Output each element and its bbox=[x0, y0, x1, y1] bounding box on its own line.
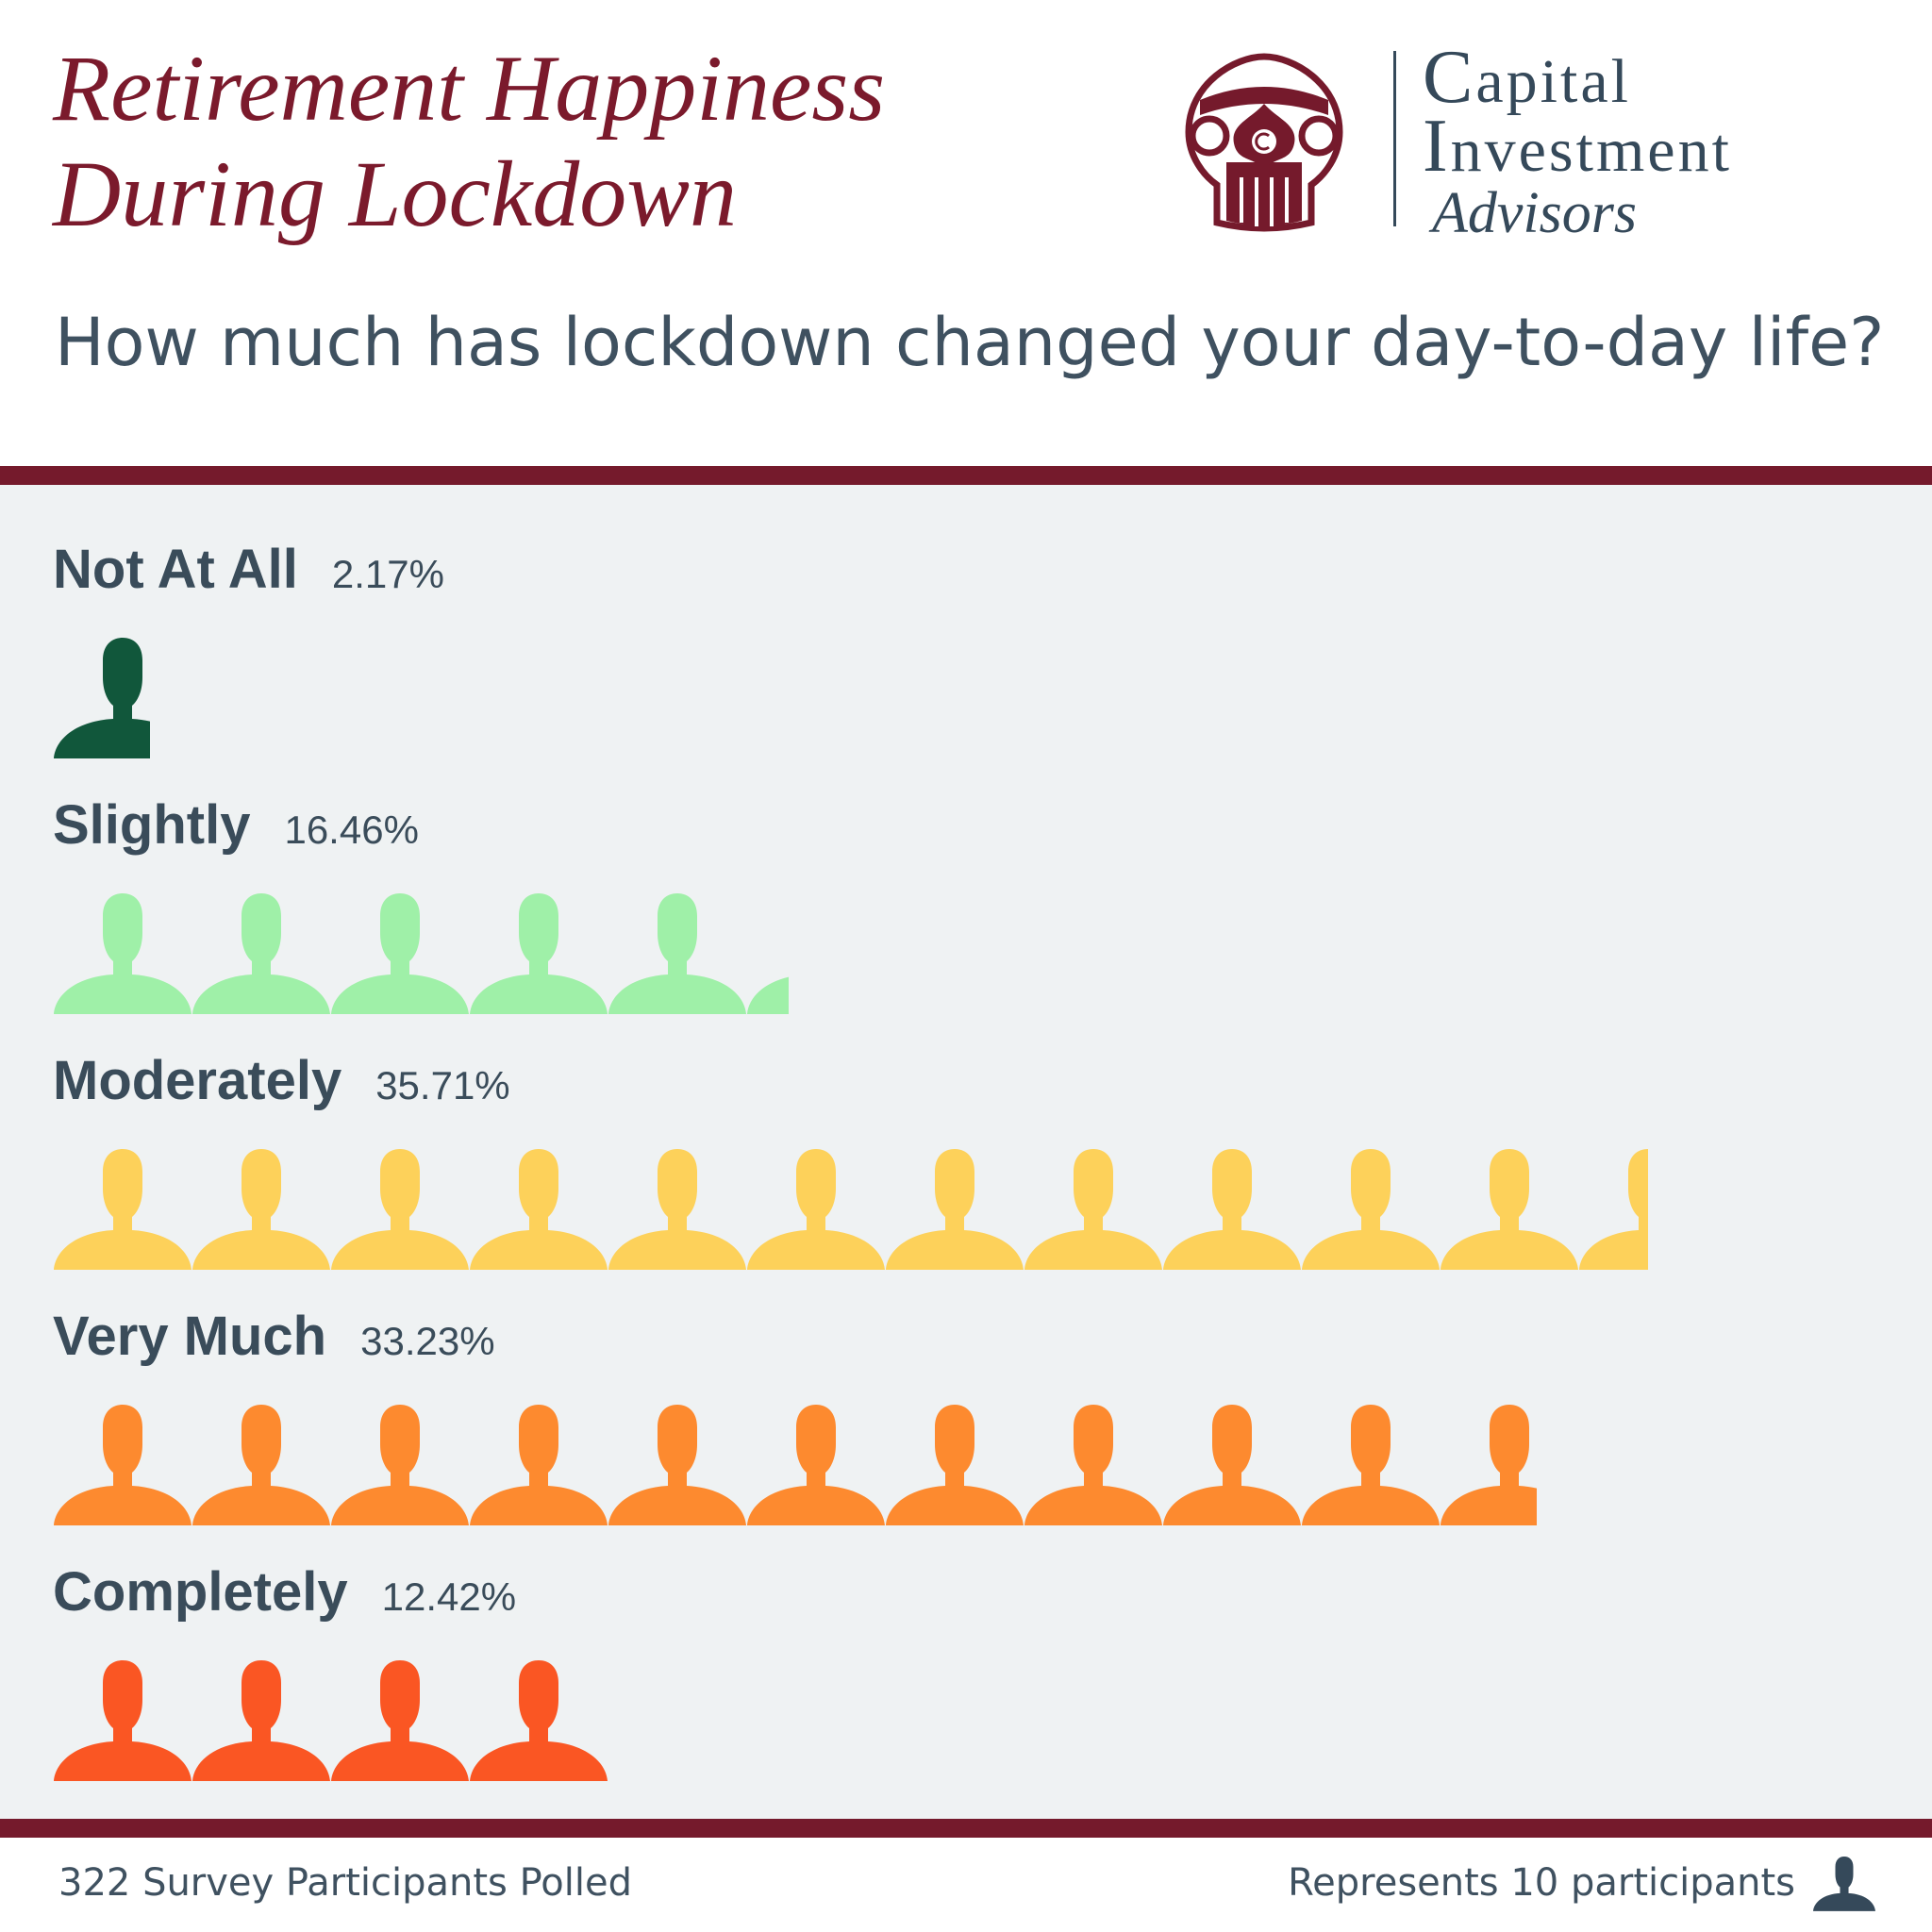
person-icon bbox=[331, 893, 469, 1014]
icon-strip-svg bbox=[54, 1660, 608, 1781]
partial-person-icon bbox=[54, 638, 150, 758]
brand-name-line-2: Investment bbox=[1423, 105, 1732, 188]
partial-person-icon bbox=[470, 1660, 608, 1781]
person-icon bbox=[1163, 1405, 1301, 1525]
icon-strip-moderately bbox=[54, 1145, 1648, 1274]
person-icon bbox=[331, 1149, 469, 1270]
partial-person-icon bbox=[747, 976, 789, 1014]
category-value-label: 2.17% bbox=[331, 552, 444, 596]
person-icon bbox=[608, 1405, 746, 1525]
category-label: Completely bbox=[53, 1561, 348, 1623]
person-icon bbox=[54, 893, 192, 1014]
person-icon bbox=[1441, 1149, 1578, 1270]
icon-strip-not-at-all bbox=[54, 634, 150, 762]
chart-subtitle: How much has lockdown changed your day-t… bbox=[55, 304, 1885, 381]
person-icon bbox=[470, 1149, 608, 1270]
person-icon bbox=[54, 1660, 192, 1781]
icon-strip-completely bbox=[54, 1657, 608, 1785]
chart-title-line-2: During Lockdown bbox=[53, 142, 737, 246]
icon-strip-very-much bbox=[54, 1401, 1537, 1529]
person-icon bbox=[747, 1149, 885, 1270]
person-icon bbox=[1302, 1405, 1440, 1525]
icon-strip-svg bbox=[54, 893, 789, 1014]
person-icon bbox=[331, 1660, 469, 1781]
person-icon bbox=[1302, 1149, 1440, 1270]
person-icon bbox=[470, 893, 608, 1014]
category-value-label: 35.71% bbox=[375, 1063, 510, 1108]
top-divider bbox=[0, 466, 1932, 485]
person-icon bbox=[608, 1149, 746, 1270]
partial-person-icon bbox=[1579, 1149, 1648, 1270]
person-icon bbox=[747, 1405, 885, 1525]
person-icon bbox=[192, 1405, 330, 1525]
category-row-completely: Completely 12.42% bbox=[0, 1555, 1932, 1787]
person-icon bbox=[192, 1149, 330, 1270]
category-row-very-much: Very Much 33.23% bbox=[0, 1299, 1932, 1531]
chart-title: Retirement Happiness During Lockdown bbox=[53, 36, 885, 247]
capital-column-logo-icon bbox=[1185, 53, 1343, 232]
category-label: Slightly bbox=[53, 794, 251, 856]
person-icon bbox=[54, 1405, 192, 1525]
legend-person-icon bbox=[1813, 1856, 1875, 1911]
participants-note: 322 Survey Participants Polled bbox=[58, 1861, 632, 1905]
icon-strip-slightly bbox=[54, 890, 789, 1018]
partial-person-icon bbox=[1441, 1405, 1537, 1525]
person-icon bbox=[1024, 1405, 1162, 1525]
category-row-slightly: Slightly 16.46% bbox=[0, 788, 1932, 1020]
icon-strip-svg bbox=[54, 1405, 1537, 1525]
category-value-label: 12.42% bbox=[381, 1574, 517, 1619]
person-icon bbox=[192, 893, 330, 1014]
pictograph-panel: Not At All 2.17% Slightly 16.46% Moderatel… bbox=[0, 485, 1932, 1819]
person-icon bbox=[331, 1405, 469, 1525]
icon-strip-svg bbox=[54, 1149, 1648, 1270]
category-label: Not At All bbox=[53, 539, 298, 600]
category-label: Moderately bbox=[53, 1050, 342, 1111]
person-icon bbox=[1024, 1149, 1162, 1270]
person-icon bbox=[470, 1405, 608, 1525]
bottom-divider bbox=[0, 1819, 1932, 1838]
category-row-moderately: Moderately 35.71% bbox=[0, 1043, 1932, 1275]
person-icon bbox=[1163, 1149, 1301, 1270]
person-icon bbox=[608, 893, 746, 1014]
category-value-label: 16.46% bbox=[284, 808, 419, 852]
legend-label: Represents 10 participants bbox=[1288, 1861, 1795, 1905]
logo-divider bbox=[1393, 51, 1396, 226]
brand-name: Capital Investment Advisors bbox=[1423, 45, 1732, 243]
brand-name-line-3: Advisors bbox=[1432, 181, 1637, 245]
chart-title-line-1: Retirement Happiness bbox=[53, 36, 886, 141]
category-row-not-at-all: Not At All 2.17% bbox=[0, 532, 1932, 764]
brand-logo: Capital Investment Advisors bbox=[1179, 45, 1896, 243]
person-icon bbox=[886, 1149, 1024, 1270]
icon-strip-svg bbox=[54, 638, 150, 758]
category-value-label: 33.23% bbox=[360, 1319, 495, 1363]
person-icon bbox=[192, 1660, 330, 1781]
person-icon bbox=[886, 1405, 1024, 1525]
category-label: Very Much bbox=[53, 1306, 327, 1367]
brand-name-line-1: Capital bbox=[1423, 36, 1631, 119]
person-icon bbox=[54, 1149, 192, 1270]
